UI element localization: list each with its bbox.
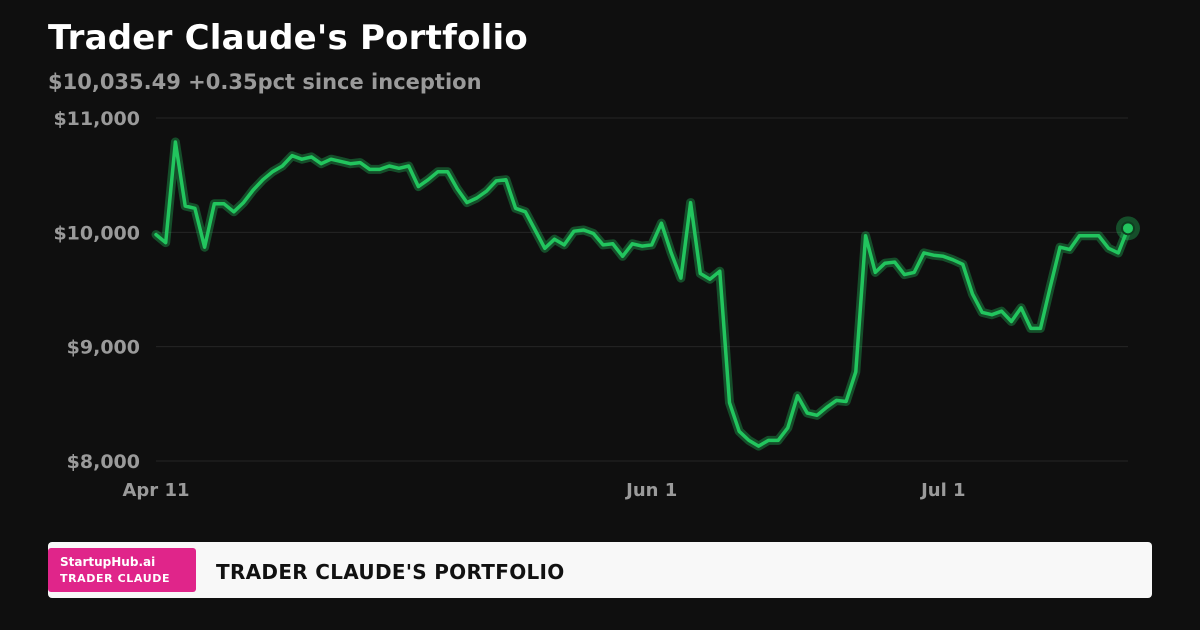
series-line-glow [151, 137, 1133, 451]
x-tick-label: Apr 11 [122, 480, 189, 501]
chart-series [151, 137, 1140, 451]
footer-title: TRADER CLAUDE'S PORTFOLIO [216, 560, 565, 584]
brand-subtitle: TRADER CLAUDE [60, 572, 171, 585]
series-line [154, 140, 1130, 448]
page-title: Trader Claude's Portfolio [48, 18, 528, 58]
y-tick-label: $11,000 [53, 108, 140, 130]
chart-gridlines [156, 117, 1128, 462]
portfolio-line-chart: $11,000 $10,000 $9,000 $8,000 Apr 11 Jun 1 Ju… [53, 108, 1140, 501]
footer-bar: StartupHub.ai TRADER CLAUDE TRADER CLAUD… [48, 542, 1152, 598]
y-tick-label: $8,000 [67, 451, 140, 473]
brand-name: StartupHub.ai [60, 555, 156, 569]
x-tick-label: Jun 1 [624, 480, 677, 501]
portfolio-value-summary: $10,035.49 +0.35pct since inception [48, 70, 482, 94]
brand-badge[interactable]: StartupHub.ai TRADER CLAUDE [48, 548, 196, 592]
y-tick-label: $10,000 [53, 222, 140, 244]
last-point-marker [1121, 221, 1135, 236]
y-axis-ticks: $11,000 $10,000 $9,000 $8,000 [53, 108, 140, 473]
x-tick-label: Jul 1 [919, 480, 965, 501]
y-tick-label: $9,000 [67, 337, 140, 359]
